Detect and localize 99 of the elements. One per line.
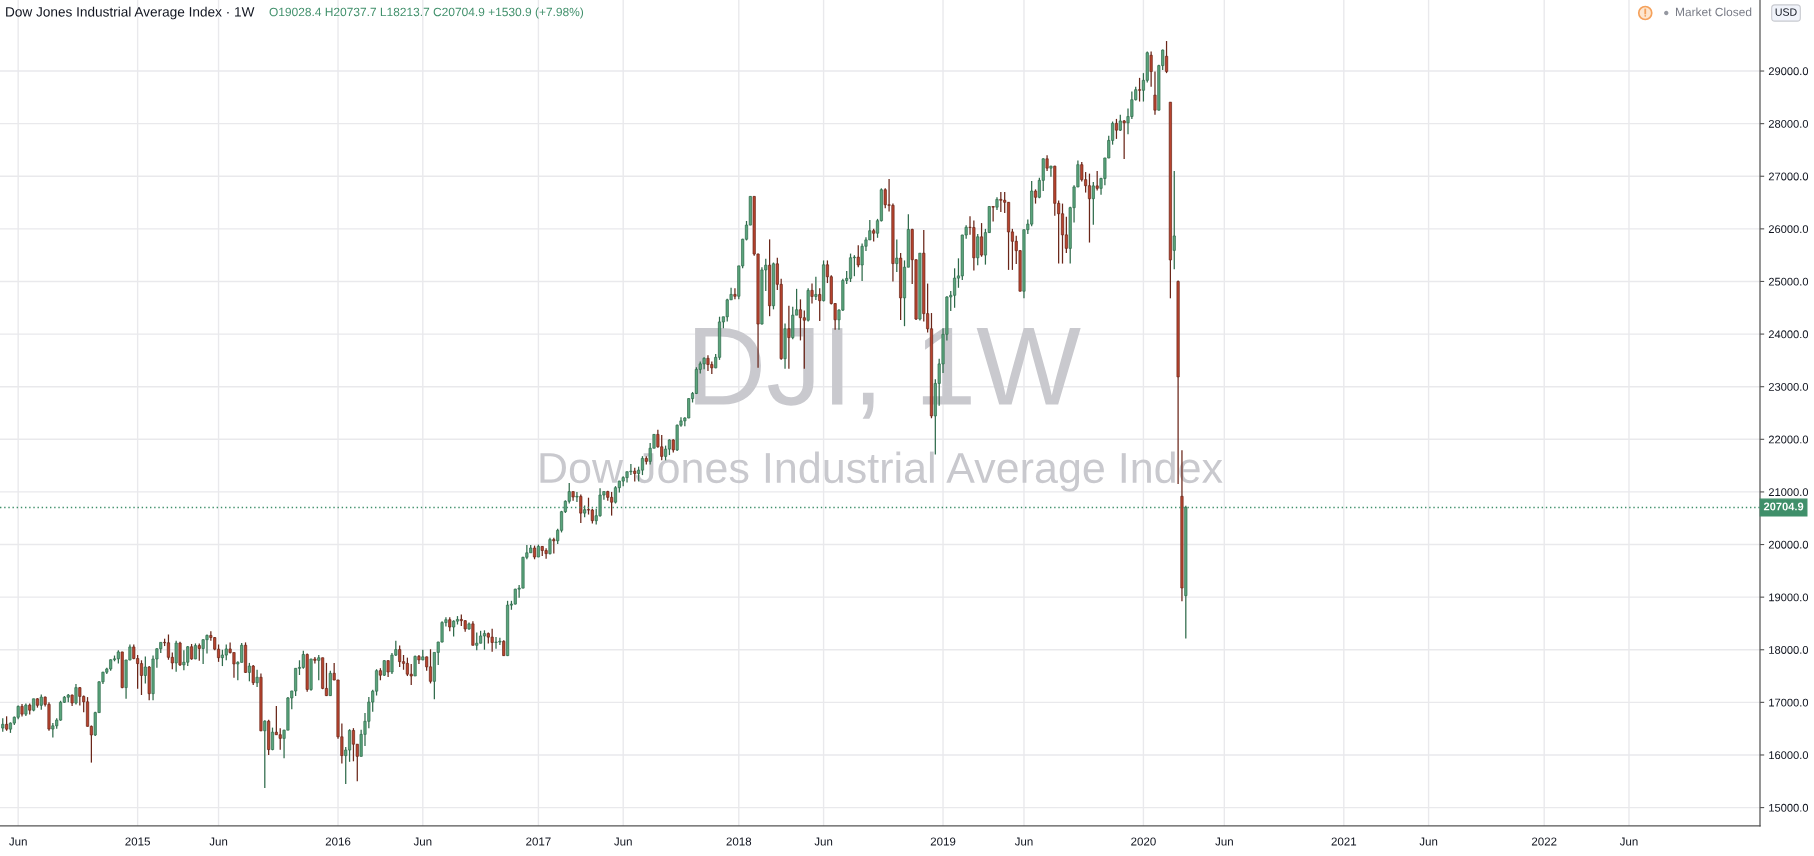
candlestick	[980, 222, 984, 258]
candlestick	[953, 267, 957, 309]
y-tick-label: 22000.0	[1768, 435, 1809, 444]
candlestick	[1095, 170, 1099, 192]
candlestick	[814, 276, 818, 301]
candlestick	[247, 662, 251, 682]
candlestick	[991, 205, 995, 223]
x-tick-label: Jun	[1014, 837, 1033, 846]
x-tick-label: Jun	[814, 837, 833, 846]
x-tick-label: Jun	[413, 837, 432, 846]
x-tick-label: 2022	[1531, 837, 1557, 846]
candlestick	[579, 493, 583, 524]
candlestick	[405, 657, 409, 677]
chart-title: Dow Jones Industrial Average Index · 1W	[6, 6, 255, 20]
candlestick	[490, 628, 494, 653]
candlestick	[629, 463, 633, 476]
y-tick-label: 18000.0	[1769, 646, 1809, 654]
candlestick	[733, 287, 737, 300]
ref-line-label: 20704.9	[1763, 502, 1804, 511]
candlestick	[143, 655, 147, 685]
candlestick	[471, 620, 475, 647]
candlestick	[1064, 216, 1068, 254]
x-tick-label: 2020	[1131, 837, 1156, 846]
text: O19028.4 H20737.7 L18213.7 C20704.9 +1530.9 (+7.98%)	[269, 7, 584, 19]
x-tick-label: Jun	[614, 837, 632, 846]
candlestick	[999, 191, 1003, 213]
candlestick	[139, 659, 144, 696]
candlestick	[1060, 202, 1065, 265]
y-tick-label: 15000.0	[1769, 803, 1809, 812]
candlestick	[1138, 77, 1142, 103]
candlestick	[1091, 181, 1095, 226]
candlestick	[852, 254, 856, 277]
candlestick	[278, 727, 282, 751]
candlestick	[390, 652, 394, 675]
candlestick	[328, 670, 332, 697]
candlestick	[976, 233, 980, 266]
y-tick-label: 26000.0	[1768, 225, 1809, 233]
candlestick	[1172, 170, 1176, 270]
candlestick	[317, 654, 321, 681]
candlestick	[274, 705, 278, 736]
x-tick-label: Jun	[209, 837, 228, 846]
candlestick	[351, 727, 355, 762]
candlestick	[174, 640, 178, 673]
candlestick	[1114, 118, 1118, 140]
candlestick	[59, 700, 63, 722]
candlestick	[201, 638, 205, 665]
candlestick	[78, 686, 82, 707]
candlestick	[166, 633, 170, 661]
x-tick-label: Jun	[1419, 837, 1438, 846]
candlestick	[1049, 165, 1053, 178]
candlestick	[205, 633, 209, 655]
x-tick-label: 2015	[125, 837, 150, 846]
y-tick-label: 23000.0	[1768, 382, 1809, 391]
candlestick	[1165, 40, 1169, 74]
candlestick	[498, 637, 502, 646]
y-tick-label: 16000.0	[1769, 751, 1809, 760]
candlestick	[895, 238, 899, 273]
candlestick	[482, 629, 486, 651]
candlestick	[240, 642, 244, 664]
x-tick-label: Jun	[9, 837, 27, 846]
x-tick-label: Jun	[1619, 837, 1638, 846]
candlestick	[251, 664, 255, 686]
x-tick-label: 2016	[325, 837, 351, 846]
candlestick	[575, 491, 579, 503]
candlestick	[186, 645, 190, 667]
x-tick-label: Jun	[1215, 837, 1233, 846]
y-axis-title: USD	[1775, 8, 1797, 16]
x-tick-label: 2019	[930, 837, 956, 846]
candlestick	[255, 669, 259, 688]
y-tick-label: 29000.0	[1768, 67, 1809, 76]
x-tick-label: 2017	[526, 837, 551, 846]
candlestick	[263, 719, 267, 789]
candlestick	[1149, 50, 1153, 88]
candlestick	[494, 636, 498, 650]
y-tick-label: 25000.0	[1768, 277, 1809, 286]
y-tick-label: 24000.0	[1768, 330, 1809, 339]
candlestick	[232, 651, 236, 679]
candlestick	[182, 649, 186, 671]
y-tick-label: 19000.0	[1769, 593, 1809, 602]
candlestick	[849, 252, 853, 283]
x-tick-label: 2021	[1331, 837, 1357, 846]
y-tick-label: 21000.0	[1768, 488, 1809, 497]
candlestick	[856, 244, 860, 268]
candlestick	[610, 491, 614, 517]
y-tick-label: 27000.0	[1768, 172, 1809, 181]
candlestick	[1122, 119, 1126, 160]
y-tick-label: 17000.0	[1769, 698, 1809, 707]
candlestick	[1087, 172, 1092, 244]
annotation: Market Closed	[1675, 7, 1752, 17]
candlestick	[810, 282, 814, 305]
x-tick-label: 2018	[726, 837, 752, 846]
candlestick	[398, 644, 402, 668]
candlestick	[818, 287, 822, 322]
candlestick	[294, 667, 298, 697]
y-tick-label: 20000.0	[1768, 540, 1809, 549]
candlestick	[544, 547, 548, 560]
y-tick-label: 28000.0	[1768, 119, 1809, 128]
candlestick	[1153, 70, 1157, 116]
candlestick	[348, 728, 352, 763]
